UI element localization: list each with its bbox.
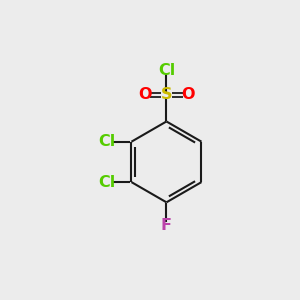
Text: O: O xyxy=(139,87,152,102)
Text: O: O xyxy=(181,87,194,102)
Text: F: F xyxy=(161,218,172,233)
Text: S: S xyxy=(161,87,172,102)
Text: Cl: Cl xyxy=(99,175,116,190)
Text: Cl: Cl xyxy=(99,134,116,149)
Text: Cl: Cl xyxy=(158,63,175,78)
